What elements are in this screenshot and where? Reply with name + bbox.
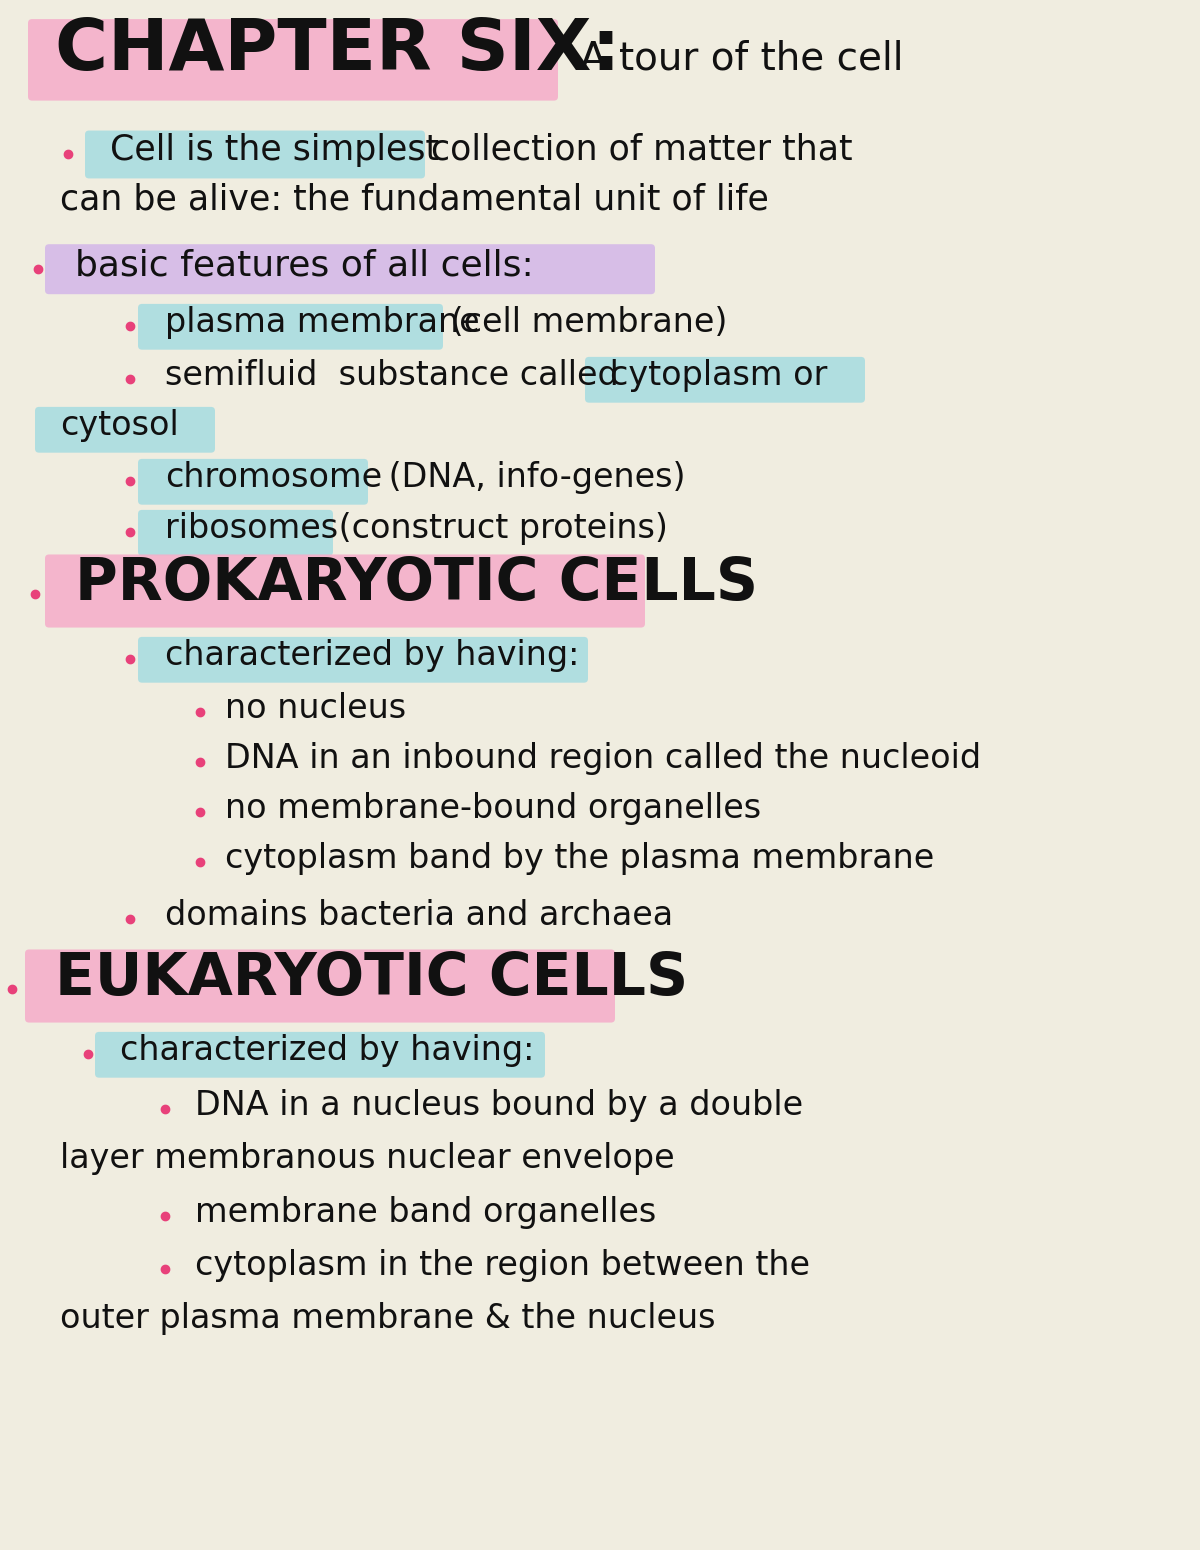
Text: domains bacteria and archaea: domains bacteria and archaea <box>166 899 673 932</box>
Text: (construct proteins): (construct proteins) <box>328 512 668 546</box>
Text: cytoplasm in the region between the: cytoplasm in the region between the <box>194 1249 810 1282</box>
Text: (cell membrane): (cell membrane) <box>440 305 727 339</box>
Text: ribosomes: ribosomes <box>166 512 338 546</box>
Text: DNA in an inbound region called the nucleoid: DNA in an inbound region called the nucl… <box>226 742 982 775</box>
Text: cytoplasm band by the plasma membrane: cytoplasm band by the plasma membrane <box>226 842 935 876</box>
FancyBboxPatch shape <box>138 637 588 682</box>
Text: PROKARYOTIC CELLS: PROKARYOTIC CELLS <box>74 555 758 612</box>
Text: Cell is the simplest: Cell is the simplest <box>110 133 439 167</box>
Text: characterized by having:: characterized by having: <box>120 1034 534 1066</box>
Text: EUKARYOTIC CELLS: EUKARYOTIC CELLS <box>55 950 688 1008</box>
FancyBboxPatch shape <box>46 555 646 628</box>
Text: membrane band organelles: membrane band organelles <box>194 1197 656 1229</box>
Text: (DNA, info-genes): (DNA, info-genes) <box>378 460 685 494</box>
FancyBboxPatch shape <box>46 245 655 294</box>
Text: layer membranous nuclear envelope: layer membranous nuclear envelope <box>60 1142 674 1175</box>
FancyBboxPatch shape <box>25 950 616 1023</box>
Text: cytoplasm or: cytoplasm or <box>610 360 827 392</box>
Text: DNA in a nucleus bound by a double: DNA in a nucleus bound by a double <box>194 1090 803 1122</box>
FancyBboxPatch shape <box>85 130 425 178</box>
FancyBboxPatch shape <box>138 304 443 350</box>
Text: plasma membrane: plasma membrane <box>166 305 480 339</box>
Text: characterized by having:: characterized by having: <box>166 639 580 673</box>
Text: chromosome: chromosome <box>166 460 382 494</box>
Text: outer plasma membrane & the nucleus: outer plasma membrane & the nucleus <box>60 1302 715 1335</box>
Text: can be alive: the fundamental unit of life: can be alive: the fundamental unit of li… <box>60 183 769 217</box>
Text: semifluid  substance called: semifluid substance called <box>166 360 629 392</box>
FancyBboxPatch shape <box>28 19 558 101</box>
FancyBboxPatch shape <box>138 510 334 556</box>
Text: CHAPTER SIX:: CHAPTER SIX: <box>55 16 620 85</box>
Text: no nucleus: no nucleus <box>226 691 406 725</box>
FancyBboxPatch shape <box>138 459 368 505</box>
Text: no membrane-bound organelles: no membrane-bound organelles <box>226 792 761 825</box>
Text: collection of matter that: collection of matter that <box>420 133 853 167</box>
Text: A tour of the cell: A tour of the cell <box>580 40 904 78</box>
FancyBboxPatch shape <box>586 356 865 403</box>
FancyBboxPatch shape <box>95 1032 545 1077</box>
Text: cytosol: cytosol <box>60 409 179 442</box>
Text: basic features of all cells:: basic features of all cells: <box>74 248 534 282</box>
FancyBboxPatch shape <box>35 408 215 453</box>
